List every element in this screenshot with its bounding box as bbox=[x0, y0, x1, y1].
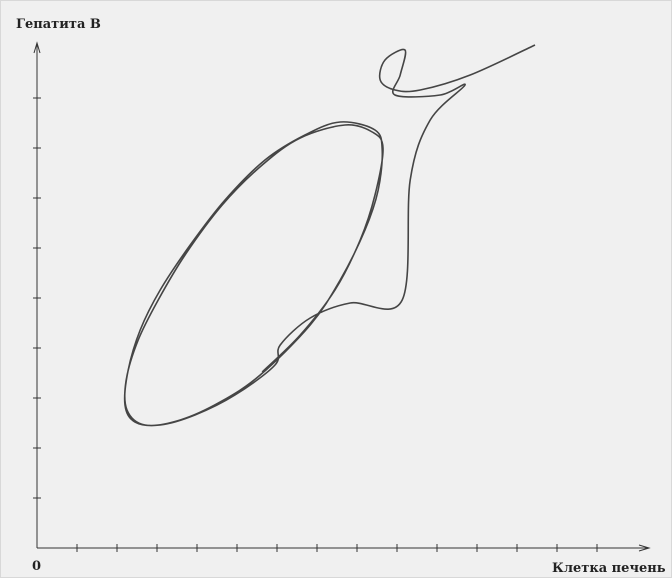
trajectory bbox=[123, 44, 536, 427]
x-axis-label: Клетка печень bbox=[552, 561, 666, 576]
y-axis-label: Гепатита В bbox=[16, 17, 101, 32]
y-axis-arrow bbox=[33, 41, 41, 54]
origin-label: 0 bbox=[32, 559, 41, 574]
x-axis-arrow bbox=[638, 544, 651, 552]
